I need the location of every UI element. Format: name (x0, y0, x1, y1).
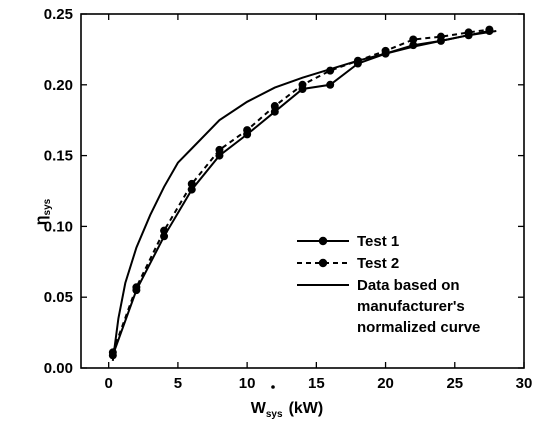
legend-label-test1: Test 1 (357, 233, 399, 250)
y-tick-label: 0.20 (44, 77, 73, 94)
series-layer (108, 25, 497, 362)
legend-label-manufacturer-line: normalized curve (357, 319, 480, 336)
series-line-3 (111, 30, 497, 362)
y-tick-label: 0.05 (44, 289, 73, 306)
plot-axes: 0 5 10 15 20 25 30 0.00 0.05 0.10 0.15 0.20 0.25 (44, 6, 533, 392)
data-point (132, 283, 141, 292)
series-3 (111, 30, 497, 362)
x-tick-label: 20 (377, 375, 394, 392)
plot-frame (80, 13, 525, 369)
data-point (298, 80, 307, 89)
x-axis-label: Wsys (kW) (251, 400, 323, 420)
data-point (436, 32, 445, 41)
legend-label-manufacturer-line: manufacturer's (357, 298, 465, 315)
series-2 (108, 25, 494, 357)
y-tick-label: 0.00 (44, 360, 73, 377)
legend: Test 1 Test 2 Data based on manufacturer's n… (297, 233, 480, 336)
x-axis-label-unit: (kW) (289, 400, 324, 417)
y-axis-label-sub: sys (42, 198, 53, 215)
y-tick-label: 0.25 (44, 6, 73, 23)
x-tick-label: 5 (174, 375, 182, 392)
x-axis-label-dot (271, 385, 275, 389)
x-tick-label: 10 (239, 375, 256, 392)
data-point (326, 80, 335, 89)
legend-marker-test2 (318, 258, 328, 268)
data-point (160, 226, 169, 235)
y-tick-label: 0.15 (44, 148, 73, 165)
legend-marker-test1 (318, 236, 328, 246)
legend-label-test2: Test 2 (357, 255, 399, 272)
x-tick-label: 0 (105, 375, 113, 392)
x-tick-label: 30 (516, 375, 533, 392)
y-tick-label: 0.10 (44, 218, 73, 235)
data-point (270, 102, 279, 111)
x-tick-label: 15 (308, 375, 325, 392)
y-axis-label-main: η (33, 215, 50, 225)
data-point (270, 107, 279, 116)
data-point (187, 179, 196, 188)
x-axis-label-main: W (251, 400, 267, 417)
legend-label-manufacturer-line: Data based on (357, 277, 460, 294)
data-point (243, 126, 252, 135)
data-point (409, 35, 418, 44)
x-tick-label: 25 (446, 375, 463, 392)
data-point (215, 145, 224, 154)
y-axis-label: ηsys (33, 198, 53, 225)
x-axis-label-sub: sys (266, 409, 283, 420)
